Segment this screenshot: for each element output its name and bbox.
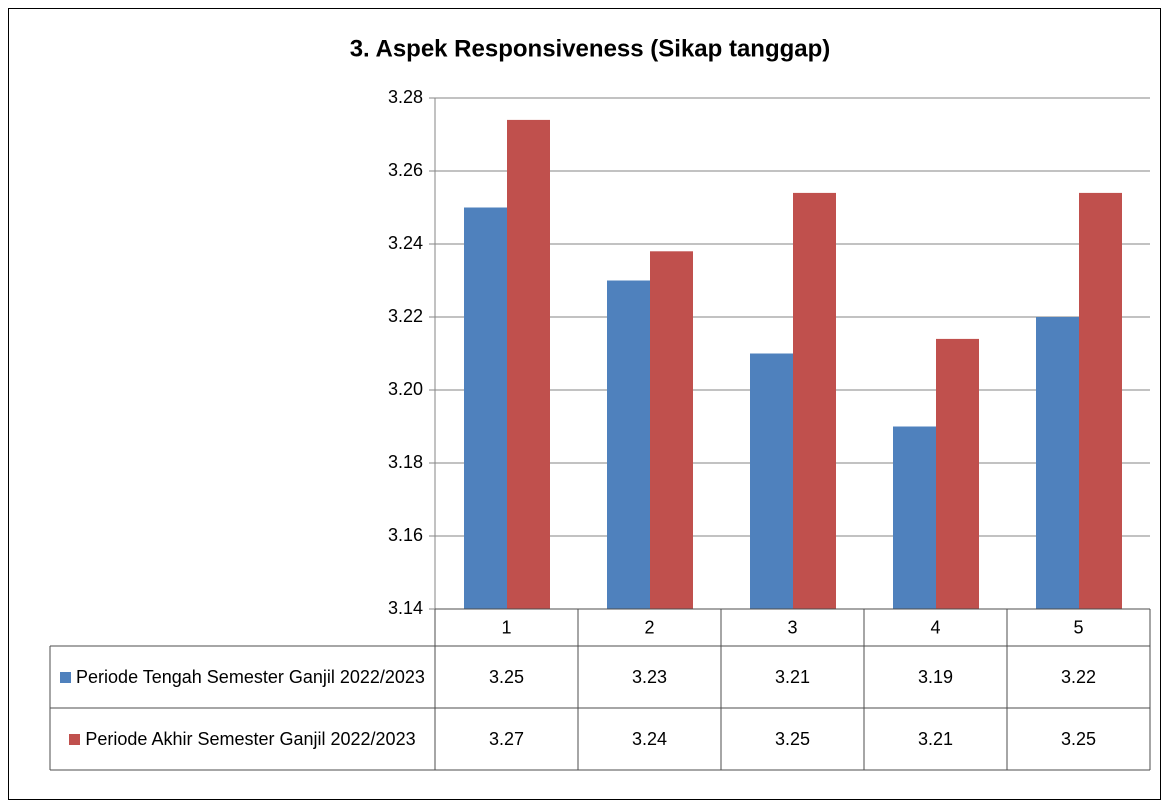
- bar: [893, 426, 936, 609]
- chart-border: [8, 8, 1161, 800]
- bar: [750, 353, 793, 609]
- table-value: 3.21: [918, 729, 953, 749]
- table-value: 3.23: [632, 667, 667, 687]
- y-tick-label: 3.14: [388, 598, 423, 618]
- y-tick-label: 3.18: [388, 452, 423, 472]
- x-tick-label: 5: [1073, 617, 1083, 637]
- legend-entry: Periode Tengah Semester Ganjil 2022/2023: [50, 646, 435, 708]
- bar: [507, 119, 550, 610]
- table-value: 3.22: [1061, 667, 1096, 687]
- legend-label: Periode Akhir Semester Ganjil 2022/2023: [69, 728, 416, 751]
- legend-entry: Periode Akhir Semester Ganjil 2022/2023: [50, 708, 435, 770]
- table-value: 3.25: [775, 729, 810, 749]
- bar: [936, 338, 979, 609]
- y-tick-label: 3.22: [388, 306, 423, 326]
- table-value: 3.25: [1061, 729, 1096, 749]
- bar: [650, 251, 693, 610]
- y-tick-label: 3.16: [388, 525, 423, 545]
- table-value: 3.24: [632, 729, 667, 749]
- bar: [1036, 317, 1079, 609]
- x-tick-label: 4: [930, 617, 940, 637]
- table-value: 3.27: [489, 729, 524, 749]
- table-value: 3.19: [918, 667, 953, 687]
- y-tick-label: 3.26: [388, 160, 423, 180]
- legend-key: [69, 733, 81, 745]
- x-tick-label: 3: [787, 617, 797, 637]
- chart-title: 3. Aspek Responsiveness (Sikap tanggap): [350, 35, 831, 62]
- table-value: 3.25: [489, 667, 524, 687]
- y-tick-label: 3.28: [388, 87, 423, 107]
- y-tick-label: 3.20: [388, 379, 423, 399]
- y-tick-label: 3.24: [388, 233, 423, 253]
- bar: [1079, 192, 1122, 609]
- x-tick-label: 2: [644, 617, 654, 637]
- bar: [793, 192, 836, 609]
- legend-key: [60, 671, 72, 683]
- legend-label: Periode Tengah Semester Ganjil 2022/2023: [60, 666, 425, 689]
- bar: [464, 207, 507, 609]
- x-tick-label: 1: [501, 617, 511, 637]
- bar: [607, 280, 650, 609]
- table-value: 3.21: [775, 667, 810, 687]
